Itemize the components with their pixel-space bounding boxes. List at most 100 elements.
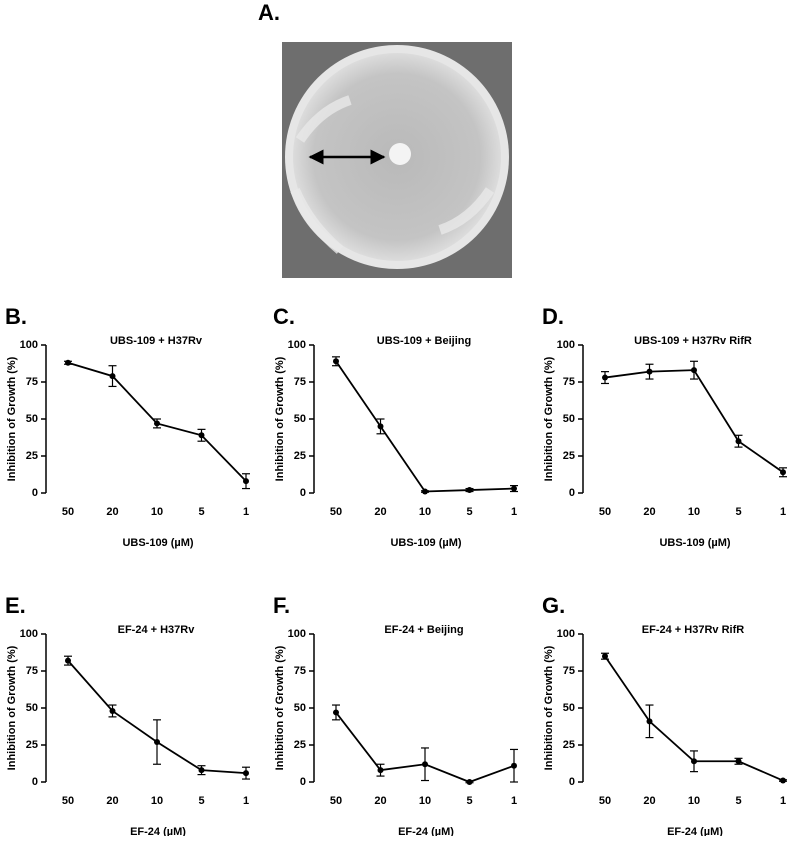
x-tick-label: 50 xyxy=(599,795,611,807)
chart-title: UBS-109 + H37Rv RifR xyxy=(634,335,752,347)
y-tick-label: 100 xyxy=(288,339,306,351)
data-point xyxy=(109,707,116,714)
data-point xyxy=(780,777,786,784)
data-point xyxy=(511,485,517,492)
data-point xyxy=(735,438,742,445)
data-point xyxy=(154,420,160,427)
data-point xyxy=(602,374,608,381)
y-tick-label: 0 xyxy=(300,776,306,788)
data-point xyxy=(198,432,205,439)
x-tick-label: 5 xyxy=(198,795,204,807)
data-point xyxy=(691,367,697,374)
panel-label: G. xyxy=(542,593,565,618)
x-tick-label: 10 xyxy=(151,795,163,807)
data-point xyxy=(691,758,697,765)
x-tick-label: 10 xyxy=(151,506,163,518)
chart-title: UBS-109 + Beijing xyxy=(377,335,471,347)
panel-label: C. xyxy=(273,304,295,329)
y-tick-label: 25 xyxy=(294,450,306,462)
chart-title: UBS-109 + H37Rv xyxy=(110,335,203,347)
x-tick-label: 5 xyxy=(735,795,741,807)
y-tick-label: 25 xyxy=(26,450,38,462)
x-tick-label: 20 xyxy=(374,795,386,807)
x-tick-label: 5 xyxy=(735,506,741,518)
y-tick-label: 100 xyxy=(20,628,38,640)
y-axis-label: Inhibition of Growth (%) xyxy=(274,645,286,770)
y-tick-label: 50 xyxy=(294,702,306,714)
y-axis-label: Inhibition of Growth (%) xyxy=(6,356,18,481)
y-tick-label: 75 xyxy=(563,665,575,677)
x-tick-label: 5 xyxy=(466,506,472,518)
x-tick-label: 10 xyxy=(688,795,700,807)
chart-title: EF-24 + Beijing xyxy=(384,624,463,636)
y-tick-label: 25 xyxy=(563,739,575,751)
y-tick-label: 25 xyxy=(563,450,575,462)
chart-title: EF-24 + H37Rv xyxy=(118,624,196,636)
x-tick-label: 1 xyxy=(511,506,517,518)
data-line xyxy=(335,360,515,493)
y-tick-label: 25 xyxy=(26,739,38,751)
y-tick-label: 100 xyxy=(557,339,575,351)
x-tick-label: 1 xyxy=(780,506,786,518)
panel-label: A. xyxy=(258,0,280,25)
y-tick-label: 0 xyxy=(32,487,38,499)
data-point xyxy=(602,653,608,660)
data-point xyxy=(333,709,339,716)
x-tick-label: 50 xyxy=(330,795,342,807)
data-line xyxy=(604,369,784,474)
data-point xyxy=(646,718,653,725)
x-axis-label: EF-24 (µM) xyxy=(398,826,454,836)
x-tick-label: 20 xyxy=(374,506,386,518)
y-tick-label: 50 xyxy=(294,413,306,425)
x-tick-label: 5 xyxy=(466,795,472,807)
y-tick-label: 0 xyxy=(32,776,38,788)
x-axis-label: UBS-109 (µM) xyxy=(659,537,730,549)
y-tick-label: 75 xyxy=(294,376,306,388)
y-tick-label: 0 xyxy=(569,776,575,788)
x-tick-label: 1 xyxy=(243,795,249,807)
data-point xyxy=(109,373,116,380)
x-tick-label: 50 xyxy=(330,506,342,518)
x-axis-label: EF-24 (µM) xyxy=(667,826,723,836)
x-tick-label: 20 xyxy=(643,795,655,807)
y-tick-label: 50 xyxy=(26,702,38,714)
x-axis-label: UBS-109 (µM) xyxy=(390,537,461,549)
data-point xyxy=(333,358,339,365)
x-tick-label: 1 xyxy=(511,795,517,807)
data-point xyxy=(198,767,205,774)
y-axis-label: Inhibition of Growth (%) xyxy=(6,645,18,770)
y-tick-label: 25 xyxy=(294,739,306,751)
x-tick-label: 1 xyxy=(243,506,249,518)
chart-title: EF-24 + H37Rv RifR xyxy=(642,624,744,636)
y-tick-label: 100 xyxy=(20,339,38,351)
data-point xyxy=(377,767,384,774)
y-tick-label: 75 xyxy=(563,376,575,388)
x-tick-label: 5 xyxy=(198,506,204,518)
y-tick-label: 50 xyxy=(563,413,575,425)
x-axis-label: UBS-109 (µM) xyxy=(122,537,193,549)
x-tick-label: 50 xyxy=(62,795,74,807)
x-tick-label: 1 xyxy=(780,795,786,807)
y-axis-label: Inhibition of Growth (%) xyxy=(543,356,555,481)
plate-photo xyxy=(282,42,512,278)
data-point xyxy=(780,469,786,476)
y-tick-label: 50 xyxy=(563,702,575,714)
x-tick-label: 20 xyxy=(106,506,118,518)
y-tick-label: 100 xyxy=(557,628,575,640)
x-tick-label: 50 xyxy=(62,506,74,518)
panel-label: B. xyxy=(5,304,27,329)
x-tick-label: 20 xyxy=(106,795,118,807)
x-tick-label: 10 xyxy=(419,506,431,518)
y-axis-label: Inhibition of Growth (%) xyxy=(543,645,555,770)
x-tick-label: 10 xyxy=(419,795,431,807)
data-point xyxy=(511,762,517,769)
data-point xyxy=(243,770,249,777)
data-point xyxy=(466,487,473,494)
data-point xyxy=(243,478,249,485)
data-point xyxy=(65,657,71,664)
data-point xyxy=(466,779,473,785)
y-tick-label: 75 xyxy=(294,665,306,677)
data-point xyxy=(735,758,742,765)
y-tick-label: 100 xyxy=(288,628,306,640)
